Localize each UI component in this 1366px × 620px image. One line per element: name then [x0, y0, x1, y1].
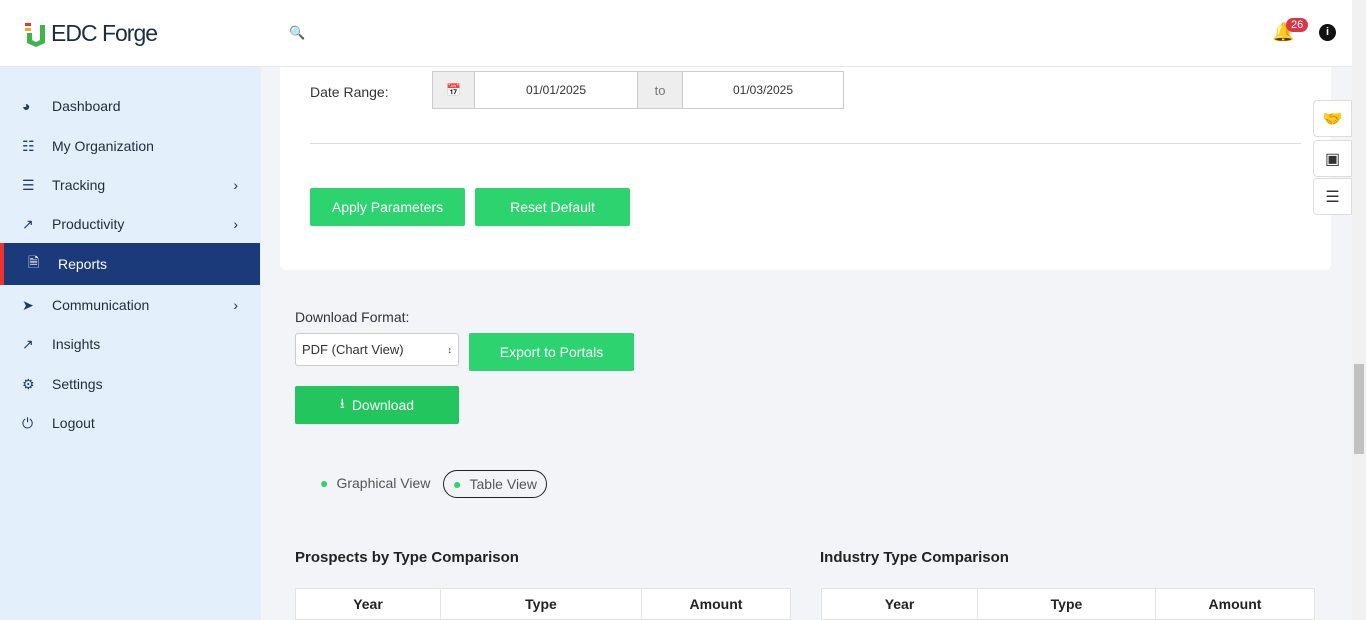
table-view-tab[interactable]: ● Table View: [443, 470, 547, 498]
download-button[interactable]: ⭳ Download: [295, 386, 459, 424]
column-header-year[interactable]: Year: [821, 588, 978, 620]
column-header-type[interactable]: Type: [440, 588, 642, 620]
logo[interactable]: EDC Forge: [25, 20, 158, 47]
to-label: to: [637, 71, 683, 109]
chart-line-icon: ↗: [22, 215, 34, 232]
power-icon: ⏻: [22, 414, 34, 431]
calendar-icon[interactable]: 📅: [432, 71, 475, 109]
sidebar-item-insights[interactable]: ↗ Insights: [0, 324, 260, 364]
end-date-input[interactable]: 01/03/2025: [682, 71, 844, 109]
label: My Organization: [52, 138, 154, 154]
sidebar-item-dashboard[interactable]: ◕ Dashboard: [0, 86, 260, 126]
divider: [310, 143, 1301, 144]
handshake-icon[interactable]: 🤝: [1313, 100, 1352, 137]
label: Tracking: [52, 177, 106, 193]
parameters-card: Date Range: 📅 01/01/2025 to 01/03/2025 A…: [280, 67, 1331, 270]
list-icon: ☰: [22, 176, 35, 193]
column-header-amount[interactable]: Amount: [641, 588, 791, 620]
label: Productivity: [52, 216, 125, 232]
column-header-type[interactable]: Type: [977, 588, 1156, 620]
sidebar-item-logout[interactable]: ⏻ Logout: [0, 403, 260, 443]
label: Communication: [52, 297, 150, 313]
sidebar-item-reports[interactable]: 🗎 Reports: [0, 243, 260, 285]
select-arrows-icon: ↕: [447, 344, 453, 355]
scrollbar-thumb[interactable]: [1354, 364, 1364, 454]
sidebar-item-settings[interactable]: ⚙ Settings: [0, 364, 260, 404]
paper-plane-icon: ➤: [22, 296, 34, 313]
sidebar-item-communication[interactable]: ➤ Communication ›: [0, 285, 260, 325]
label: Logout: [52, 415, 95, 431]
label: Insights: [52, 336, 101, 352]
brand-name: EDC Forge: [51, 20, 158, 46]
chevron-right-icon: ›: [233, 297, 238, 313]
sidebar-item-my-organization[interactable]: ☷ My Organization: [0, 126, 260, 166]
label: Table View: [469, 476, 537, 492]
label: Dashboard: [52, 98, 121, 114]
sidebar-item-tracking[interactable]: ☰ Tracking ›: [0, 165, 260, 205]
sidebar: ◕ Dashboard ☷ My Organization ☰ Tracking › ↗…: [0, 67, 261, 620]
sitemap-icon: ☷: [22, 137, 35, 154]
download-format-label: Download Format:: [295, 309, 410, 325]
label: Settings: [52, 376, 103, 392]
chevron-right-icon: ›: [233, 216, 238, 232]
reset-default-button[interactable]: Reset Default: [475, 188, 630, 226]
info-icon[interactable]: i: [1319, 24, 1336, 41]
logo-icon: [25, 22, 45, 47]
server-icon[interactable]: ☰: [1313, 178, 1352, 215]
format-value: PDF (Chart View): [302, 342, 404, 357]
top-bar: EDC Forge 🔍 🔔 26 i: [0, 0, 1352, 67]
apply-parameters-button[interactable]: Apply Parameters: [310, 188, 465, 226]
label: Graphical View: [336, 475, 431, 491]
export-to-portals-button[interactable]: Export to Portals: [469, 333, 634, 371]
start-date-input[interactable]: 01/01/2025: [474, 71, 638, 109]
column-header-amount[interactable]: Amount: [1155, 588, 1315, 620]
chevron-right-icon: ›: [233, 177, 238, 193]
date-range-label: Date Range:: [310, 84, 389, 100]
scrollbar[interactable]: [1352, 0, 1366, 620]
graphical-view-tab[interactable]: ● Graphical View: [320, 475, 431, 491]
label: Reports: [58, 256, 108, 272]
notification-badge: 26: [1286, 18, 1309, 32]
gear-icon: ⚙: [22, 375, 35, 392]
chart-line-icon: ↗: [22, 335, 34, 352]
download-label: Download: [351, 397, 415, 413]
sidebar-item-productivity[interactable]: ↗ Productivity ›: [0, 204, 260, 244]
file-icon: 🗎: [28, 254, 40, 270]
download-icon: ⭳: [339, 395, 345, 411]
search-icon[interactable]: 🔍: [289, 25, 306, 40]
table-title: Industry Type Comparison: [820, 549, 1009, 566]
table-title: Prospects by Type Comparison: [295, 549, 519, 566]
column-header-year[interactable]: Year: [295, 588, 441, 620]
format-select[interactable]: PDF (Chart View) ↕: [295, 333, 459, 366]
sticky-note-icon[interactable]: ▣: [1313, 140, 1352, 177]
gauge-icon: ◕: [22, 98, 31, 114]
